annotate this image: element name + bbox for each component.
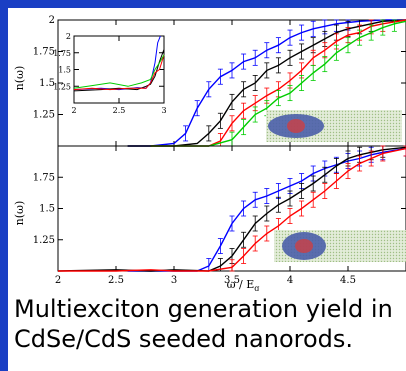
top-ytick-label: 1.5 (39, 78, 55, 89)
bottom-y-axis-label: n(ω) (13, 201, 26, 226)
inset-xtick-label: 2 (71, 106, 76, 115)
bottom-plot: 1.25 1.5 1.75 2 2.5 3 3.5 4 4.5 (33, 145, 406, 286)
bottom-ytick-label: 1.75 (33, 172, 55, 183)
bottom-series-2-line (58, 147, 406, 272)
x-axis-label: ω / Eg (227, 278, 260, 291)
x-axis-label-omega: ω / E (227, 278, 255, 291)
bottom-xtick-label: 4.5 (340, 275, 356, 286)
bottom-ytick-label: 1.5 (39, 204, 55, 215)
caption-box: Multiexciton generation yield in CdSe/Cd… (8, 291, 406, 371)
bottom-xtick-label: 2.5 (108, 275, 124, 286)
inset-xtick-label: 3 (161, 106, 166, 115)
nanorod-illustrations (266, 110, 406, 262)
inset-background (74, 36, 164, 103)
top-plot: 1.251.51.752 (33, 15, 406, 147)
top-y-axis-label: n(ω) (13, 66, 26, 91)
top-ytick-label: 1.75 (33, 47, 55, 58)
caption-line-1: Multiexciton generation yield in (14, 295, 393, 323)
axis-labels: n(ω) n(ω) ω / Eg (13, 66, 260, 293)
nanorod-0-seed (287, 119, 305, 133)
caption-line-2: CdSe/CdS seeded nanorods. (14, 325, 354, 353)
inset-ytick-label: 2 (66, 32, 71, 41)
bottom-xtick-label: 3.5 (224, 275, 240, 286)
inset-plot: 1.25 1.5 1.75 2 2 2.5 3 (53, 32, 166, 115)
top-ytick-label: 2 (49, 15, 55, 26)
x-axis-label-subscript: g (254, 284, 259, 291)
figure-panel: 1.25 1.5 1.75 2 1.25 1.5 1.75 2 2.5 3 3.5 4 4.5 1.2… (8, 8, 406, 293)
chart-canvas: 1.251.51.752 1.251.51.752 2.5 3 3.5 4 4.5 1.2… (13, 15, 406, 293)
bottom-ytick-label: 1.25 (33, 235, 55, 246)
inset-xtick-label: 2.5 (113, 106, 126, 115)
inset-series-2-line (73, 54, 165, 91)
inset-ytick-label: 1.25 (53, 82, 71, 91)
top-ytick-label: 1.25 (33, 110, 55, 121)
inset-ytick-label: 1.75 (53, 49, 71, 58)
bottom-xtick-label: 4 (287, 275, 293, 286)
bottom-xtick-label: 2 (55, 275, 61, 286)
inset-series-3-line (73, 54, 165, 89)
inset-ytick-label: 1.5 (58, 66, 71, 75)
nanorod-1-seed (295, 239, 313, 253)
bottom-xtick-label: 3 (171, 275, 177, 286)
